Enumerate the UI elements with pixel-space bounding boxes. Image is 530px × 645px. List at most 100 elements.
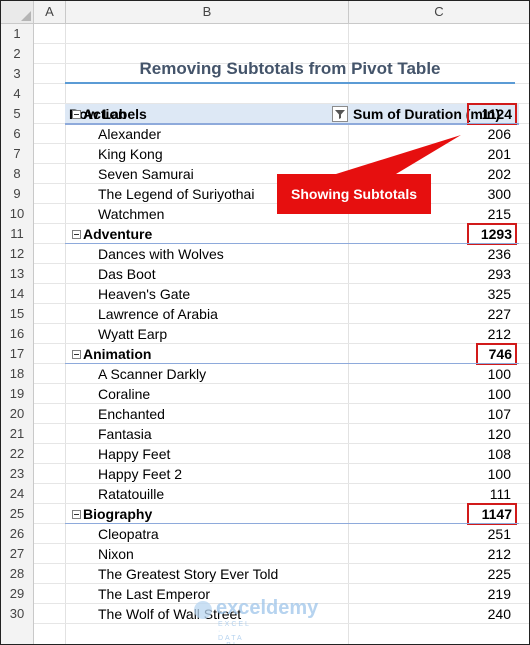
collapse-minus-icon[interactable]: [72, 230, 81, 239]
category-subtotal[interactable]: 1147: [481, 506, 512, 522]
item-value[interactable]: 100: [487, 366, 511, 382]
item-value[interactable]: 251: [487, 526, 511, 542]
select-all-corner[interactable]: [1, 1, 34, 23]
item-label[interactable]: Fantasia: [98, 426, 152, 442]
row-header[interactable]: 10: [9, 206, 25, 221]
category-label[interactable]: Biography: [83, 506, 153, 522]
item-value[interactable]: 219: [487, 586, 511, 602]
item-label[interactable]: Wyatt Earp: [98, 326, 168, 342]
gridline: [348, 24, 349, 644]
column-header-a[interactable]: A: [34, 1, 66, 23]
row-header[interactable]: 15: [9, 306, 25, 321]
collapse-minus-icon[interactable]: [72, 110, 81, 119]
item-value[interactable]: 100: [487, 466, 511, 482]
item-value[interactable]: 201: [487, 146, 511, 162]
row-header[interactable]: 17: [9, 346, 25, 361]
row-header[interactable]: 2: [13, 46, 21, 61]
category-label[interactable]: Animation: [83, 346, 152, 362]
category-label[interactable]: Adventure: [83, 226, 153, 242]
collapse-minus-icon[interactable]: [72, 510, 81, 519]
value-header[interactable]: Sum of Duration (min): [353, 106, 500, 122]
row-header[interactable]: 7: [13, 146, 21, 161]
item-label[interactable]: A Scanner Darkly: [98, 366, 207, 382]
item-label[interactable]: Nixon: [98, 546, 134, 562]
row-header[interactable]: 11: [10, 226, 24, 241]
category-label[interactable]: Action: [83, 106, 127, 122]
row-header[interactable]: 27: [9, 546, 25, 561]
row-header[interactable]: 25: [9, 506, 25, 521]
gridline: [34, 343, 529, 344]
row-header[interactable]: 16: [9, 326, 25, 341]
item-label[interactable]: Coraline: [98, 386, 151, 402]
item-value[interactable]: 325: [487, 286, 511, 302]
row-header[interactable]: 1: [13, 26, 21, 41]
item-label[interactable]: Cleopatra: [98, 526, 159, 542]
item-value[interactable]: 293: [487, 266, 511, 282]
item-label[interactable]: Enchanted: [98, 406, 165, 422]
item-label[interactable]: The Last Emperor: [98, 586, 211, 602]
row-header[interactable]: 24: [9, 486, 25, 501]
row-header[interactable]: 21: [9, 426, 25, 441]
row-header[interactable]: 4: [13, 86, 21, 101]
column-header-b[interactable]: B: [66, 1, 349, 23]
row-header[interactable]: 29: [9, 586, 25, 601]
item-label[interactable]: Alexander: [98, 126, 162, 142]
item-label[interactable]: The Legend of Suriyothai: [98, 186, 255, 202]
category-subtotal[interactable]: 1124: [481, 106, 512, 122]
item-value[interactable]: 202: [487, 166, 511, 182]
collapse-minus-icon[interactable]: [72, 350, 81, 359]
item-label[interactable]: Happy Feet 2: [98, 466, 183, 482]
row-header[interactable]: 6: [13, 126, 21, 141]
row-header[interactable]: 23: [9, 466, 25, 481]
item-value[interactable]: 212: [487, 326, 511, 342]
item-label[interactable]: Heaven's Gate: [98, 286, 191, 302]
item-value[interactable]: 227: [487, 306, 511, 322]
filter-icon[interactable]: [332, 106, 348, 122]
item-label[interactable]: King Kong: [98, 146, 163, 162]
category-subtotal[interactable]: 746: [488, 346, 512, 362]
item-label[interactable]: Das Boot: [98, 266, 156, 282]
row-header[interactable]: 3: [13, 66, 21, 81]
item-value[interactable]: 240: [487, 606, 511, 622]
item-label[interactable]: The Greatest Story Ever Told: [98, 566, 279, 582]
row-header[interactable]: 8: [13, 166, 21, 181]
item-value[interactable]: 111: [489, 486, 511, 502]
item-label[interactable]: Watchmen: [98, 206, 165, 222]
gridline: [34, 383, 529, 384]
item-label[interactable]: Lawrence of Arabia: [98, 306, 218, 322]
column-header-c[interactable]: C: [434, 4, 444, 19]
row-header[interactable]: 9: [13, 186, 21, 201]
row-header[interactable]: 26: [9, 526, 25, 541]
item-value[interactable]: 108: [487, 446, 511, 462]
item-value[interactable]: 206: [487, 126, 511, 142]
exceldemy-logo-icon: [194, 601, 212, 619]
item-label[interactable]: Dances with Wolves: [98, 246, 224, 262]
item-label[interactable]: Ratatouille: [98, 486, 165, 502]
item-value[interactable]: 215: [487, 206, 511, 222]
gridline: [34, 103, 529, 104]
gridline: [34, 43, 529, 44]
item-value[interactable]: 100: [487, 386, 511, 402]
row-header[interactable]: 20: [9, 406, 25, 421]
row-labels-header[interactable]: Row Labels: [69, 106, 147, 122]
row-header[interactable]: 30: [9, 606, 25, 621]
row-header[interactable]: 12: [9, 246, 25, 261]
item-label[interactable]: Seven Samurai: [98, 166, 194, 182]
subtotal-highlight-box: [467, 503, 517, 525]
item-value[interactable]: 225: [487, 566, 511, 582]
row-header[interactable]: 5: [13, 106, 21, 121]
item-value[interactable]: 212: [487, 546, 511, 562]
row-header[interactable]: 18: [9, 366, 25, 381]
row-header[interactable]: 14: [9, 286, 25, 301]
row-header[interactable]: 19: [9, 386, 25, 401]
category-subtotal[interactable]: 1293: [480, 226, 512, 242]
row-header[interactable]: 22: [9, 446, 25, 461]
row-header[interactable]: 28: [9, 566, 25, 581]
item-value[interactable]: 107: [487, 406, 511, 422]
item-value[interactable]: 300: [487, 186, 511, 202]
item-value[interactable]: 236: [487, 246, 511, 262]
item-label[interactable]: Happy Feet: [98, 446, 171, 462]
item-value[interactable]: 120: [487, 426, 511, 442]
row-header[interactable]: 13: [9, 266, 25, 281]
